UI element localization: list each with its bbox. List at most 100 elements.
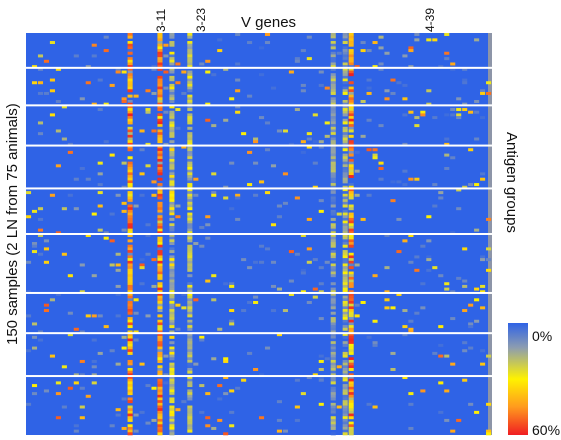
heatmap-cell: [121, 185, 127, 189]
heatmap-cell: [187, 381, 193, 385]
heatmap-cell: [127, 408, 133, 412]
heatmap-cell: [348, 89, 354, 93]
heatmap-cell: [330, 416, 336, 420]
heatmap-cell: [348, 389, 354, 393]
heatmap-cell: [133, 311, 139, 315]
heatmap-cell: [348, 362, 354, 366]
heatmap-cell: [169, 193, 175, 197]
heatmap-cell: [348, 346, 354, 350]
heatmap-cell: [181, 70, 187, 74]
heatmap-cell: [348, 142, 354, 146]
heatmap-cell: [348, 306, 354, 310]
gene-label-3-23: 3-23: [194, 8, 208, 32]
heatmap-cell: [157, 217, 163, 221]
heatmap-cell: [145, 384, 151, 388]
heatmap-cell: [187, 59, 193, 63]
heatmap-cell: [157, 327, 163, 331]
heatmap-cell: [169, 215, 175, 219]
heatmap-cell: [294, 108, 300, 112]
heatmap-cell: [26, 260, 32, 264]
heatmap-cell: [115, 362, 121, 366]
heatmap-cell: [157, 75, 163, 79]
heatmap-cell: [169, 284, 175, 288]
heatmap-cell: [342, 349, 348, 353]
heatmap-cell: [169, 161, 175, 165]
heatmap-cell: [342, 51, 348, 55]
heatmap-cell: [193, 177, 199, 181]
heatmap-cell: [348, 234, 354, 237]
heatmap-cell: [342, 378, 348, 382]
heatmap-cell: [444, 33, 450, 36]
heatmap-cell: [169, 250, 175, 254]
heatmap-cell: [97, 204, 103, 208]
heatmap-cell: [306, 217, 312, 221]
heatmap-cell: [127, 121, 133, 125]
heatmap-cell: [175, 81, 181, 85]
heatmap-cell: [480, 284, 486, 288]
heatmap-cell: [61, 252, 67, 256]
heatmap-cell: [378, 46, 384, 50]
heatmap-cell: [330, 129, 336, 133]
heatmap-cell: [55, 292, 61, 296]
heatmap-cell: [187, 311, 193, 315]
heatmap-cell: [408, 392, 414, 396]
heatmap-cell: [348, 284, 354, 288]
heatmap-cell: [169, 287, 175, 291]
heatmap-cell: [169, 118, 175, 122]
heatmap-cell: [26, 191, 32, 195]
heatmap-cell: [348, 359, 354, 363]
heatmap-cell: [187, 225, 193, 229]
heatmap-cell: [127, 351, 133, 355]
heatmap-cell: [187, 378, 193, 382]
heatmap-cell: [181, 292, 187, 296]
heatmap-cell: [157, 410, 163, 414]
heatmap-cell: [342, 290, 348, 294]
heatmap-cell: [187, 376, 193, 380]
heatmap-cell: [372, 148, 378, 152]
heatmap-cell: [169, 335, 175, 339]
heatmap-cell: [342, 209, 348, 213]
heatmap-cell: [133, 429, 139, 433]
heatmap-cell: [450, 231, 456, 235]
heatmap-cell: [462, 67, 468, 71]
heatmap-cell: [318, 376, 324, 380]
heatmap-cell: [342, 258, 348, 262]
heatmap-cell: [330, 349, 336, 353]
heatmap-cell: [37, 91, 44, 95]
heatmap-cell: [43, 59, 49, 63]
heatmap-cell: [79, 290, 85, 294]
heatmap-cell: [187, 185, 193, 189]
heatmap-cell: [342, 386, 348, 390]
heatmap-cell: [157, 333, 163, 337]
heatmap-cell: [103, 140, 109, 144]
heatmap-cell: [330, 102, 336, 106]
heatmap-cell: [109, 424, 115, 428]
heatmap-cell: [330, 327, 336, 331]
heatmap-cell: [414, 255, 420, 259]
heatmap-cell: [348, 118, 354, 122]
heatmap-cell: [157, 370, 163, 374]
heatmap-cell: [187, 148, 193, 152]
heatmap-cell: [342, 153, 348, 157]
heatmap-cell: [276, 129, 282, 133]
heatmap-cell: [342, 306, 348, 310]
heatmap-cell: [37, 330, 44, 334]
heatmap-cell: [169, 258, 175, 262]
heatmap-cell: [175, 327, 181, 331]
heatmap-cell: [247, 150, 253, 154]
heatmap-cell: [157, 330, 163, 334]
heatmap-cell: [396, 217, 402, 221]
heatmap-cell: [366, 148, 372, 152]
heatmap-cell: [330, 83, 336, 87]
heatmap-cell: [348, 185, 354, 189]
group-separator-line: [26, 375, 492, 378]
heatmap-cell: [330, 258, 336, 262]
heatmap-cell: [175, 408, 181, 412]
heatmap-cell: [187, 172, 193, 176]
heatmap-cell: [342, 33, 348, 36]
heatmap-cell: [330, 330, 336, 334]
heatmap-cell: [223, 359, 229, 363]
heatmap-cell: [187, 108, 193, 112]
heatmap-cell: [342, 81, 348, 85]
heatmap-cell: [348, 263, 354, 267]
